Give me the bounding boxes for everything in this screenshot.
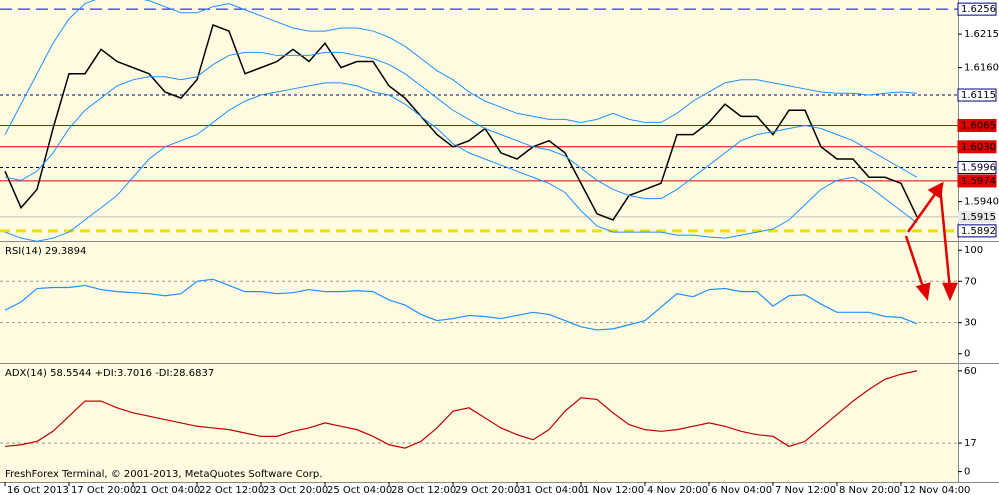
x-tick-label: 7 Nov 12:00 [775,485,836,495]
level-label-box [957,118,997,132]
indicator-line [4,278,918,331]
level-label-box [957,224,997,238]
x-tick-label: 23 Oct 20:00 [263,485,328,495]
y-tick-label: 1.5940 [964,197,999,208]
x-tick-label: 12 Nov 04:00 [903,485,970,495]
x-tick-label: 8 Nov 20:00 [839,485,900,495]
price-line [4,23,918,221]
y-tick-label: 100 [964,245,983,256]
level-label: 1.5996 [961,163,996,174]
y-tick-label: 60 [964,366,977,377]
x-tick-label: 22 Oct 12:00 [199,485,264,495]
last-price-label: 1.5915 [961,212,996,223]
indicator-line [4,370,918,449]
y-tick-label: 1.6215 [964,29,999,40]
level-label: 1.6115 [961,90,996,101]
level-label: 1.6065 [961,120,996,131]
panel-title: RSI(14) 29.3894 [5,246,86,257]
x-tick-label: 25 Oct 04:00 [327,485,392,495]
x-tick-label: 4 Nov 20:00 [647,485,708,495]
level-label-box [957,88,997,102]
level-label-box [957,2,997,16]
level-label-box [957,140,997,154]
y-tick-label: 0 [964,467,970,478]
footer: FreshForex Terminal, © 2001-2013, MetaQu… [5,469,322,480]
band-line [4,82,918,242]
band-line [4,0,918,135]
x-tick-label: 29 Oct 20:00 [455,485,520,495]
panel-title: ADX(14) 58.5544 +DI:3.7016 -DI:28.6837 [5,368,214,379]
band-line [4,51,918,200]
y-tick-label: 70 [964,276,977,287]
level-label: 1.5892 [961,226,996,237]
level-label: 1.6030 [961,142,996,153]
x-tick-label: 6 Nov 04:00 [711,485,772,495]
axis-background [958,0,999,495]
x-tick-label: 28 Oct 12:00 [391,485,456,495]
y-tick-label: 30 [964,318,977,329]
x-tick-label: 1 Nov 12:00 [583,485,644,495]
y-tick-label: 0 [964,349,970,360]
last-price-box [958,210,996,223]
x-tick-label: 16 Oct 2013 [7,485,69,495]
level-label-box [957,161,997,175]
x-tick-label: 31 Oct 04:00 [519,485,584,495]
level-label: 1.6256 [961,4,996,15]
level-label: 1.5974 [961,176,996,187]
y-tick-label: 17 [964,438,977,449]
y-tick-label: 1.6160 [964,63,999,74]
x-tick-label: 21 Oct 04:00 [135,485,200,495]
level-label-box [957,174,997,188]
annotation-arrows [904,181,958,302]
x-tick-label: 17 Oct 20:00 [71,485,136,495]
